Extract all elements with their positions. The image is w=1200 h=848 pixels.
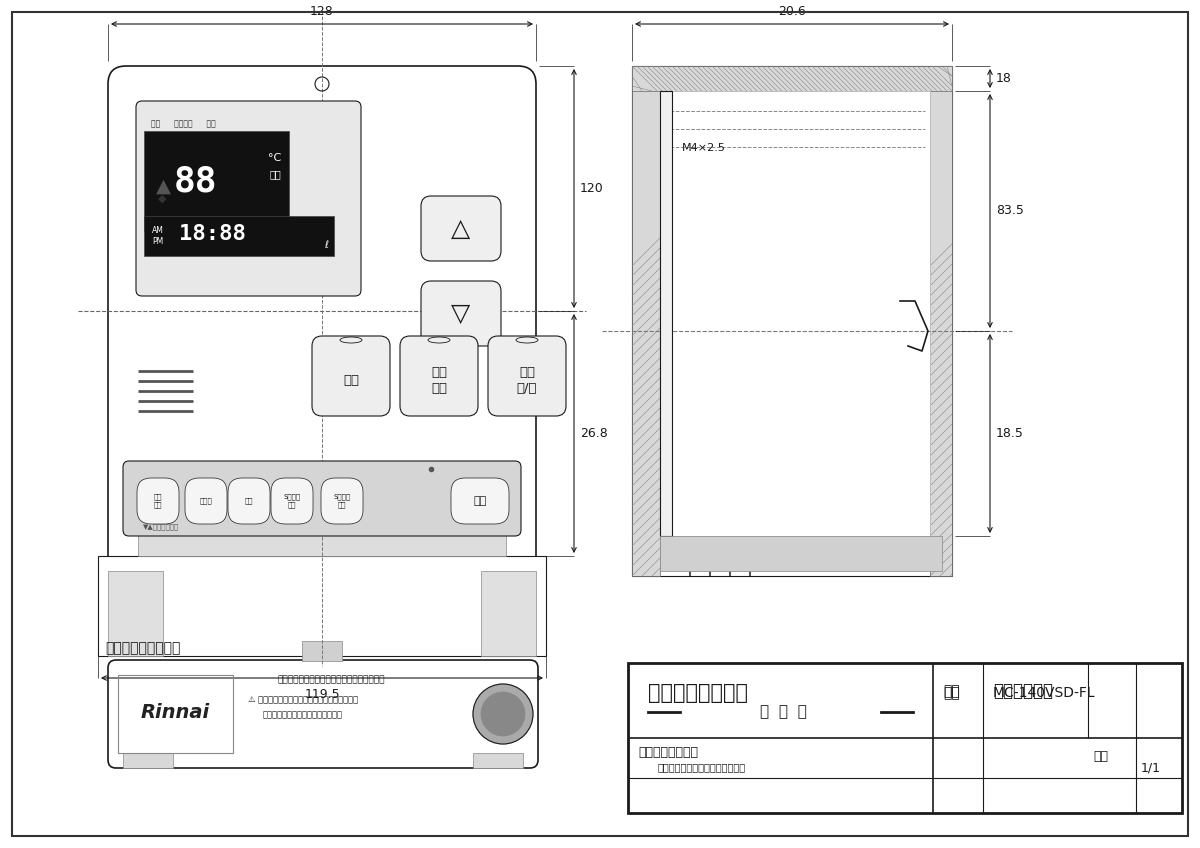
Text: 名古屋市中川区福住町２番２６号: 名古屋市中川区福住町２番２６号 bbox=[658, 762, 746, 772]
Circle shape bbox=[481, 692, 526, 736]
FancyBboxPatch shape bbox=[137, 478, 179, 524]
Text: 83.5: 83.5 bbox=[996, 204, 1024, 217]
Bar bbox=[302, 641, 342, 661]
Text: 運転
入/切: 運転 入/切 bbox=[517, 366, 538, 395]
FancyBboxPatch shape bbox=[488, 336, 566, 416]
Text: MC-140VSD-FL: MC-140VSD-FL bbox=[994, 686, 1096, 700]
FancyBboxPatch shape bbox=[228, 478, 270, 524]
Text: お湯
はり: お湯 はり bbox=[431, 366, 446, 395]
Text: 優先   連続予防   高温: 優先 連続予防 高温 bbox=[151, 119, 216, 128]
Bar bbox=[144, 131, 289, 231]
Text: 18:88: 18:88 bbox=[179, 224, 246, 244]
Text: 型式: 型式 bbox=[943, 686, 960, 700]
Text: スイッチカバー表面: スイッチカバー表面 bbox=[106, 641, 180, 655]
Text: AM
PM: AM PM bbox=[152, 226, 164, 246]
Bar bbox=[660, 536, 942, 571]
FancyBboxPatch shape bbox=[136, 101, 361, 296]
Circle shape bbox=[473, 684, 533, 744]
Text: 20.6: 20.6 bbox=[778, 5, 806, 18]
FancyBboxPatch shape bbox=[271, 478, 313, 524]
Text: 時計
合せ: 時計 合せ bbox=[154, 494, 162, 508]
Text: 1/1: 1/1 bbox=[1141, 762, 1162, 774]
Text: ▲: ▲ bbox=[156, 177, 172, 196]
FancyBboxPatch shape bbox=[421, 196, 502, 261]
Bar bbox=[930, 66, 952, 576]
Bar bbox=[632, 66, 952, 576]
Text: 静音: 静音 bbox=[473, 496, 487, 506]
Text: リンナイ株式会社: リンナイ株式会社 bbox=[638, 746, 698, 759]
Text: ℓ: ℓ bbox=[324, 240, 328, 250]
Text: M4×2.5: M4×2.5 bbox=[682, 143, 726, 153]
Bar bbox=[138, 528, 506, 556]
Bar bbox=[108, 571, 163, 656]
Text: 尺度: 尺度 bbox=[1093, 750, 1108, 762]
Bar bbox=[98, 556, 546, 656]
FancyBboxPatch shape bbox=[108, 66, 536, 576]
FancyBboxPatch shape bbox=[421, 281, 502, 346]
Bar bbox=[660, 91, 672, 536]
Bar bbox=[628, 663, 1182, 813]
Text: △: △ bbox=[451, 217, 470, 241]
Text: S湯はり
温度: S湯はり 温度 bbox=[283, 494, 300, 508]
Bar bbox=[672, 91, 930, 536]
Text: °C: °C bbox=[268, 153, 281, 163]
Text: ◆: ◆ bbox=[158, 194, 167, 204]
Text: 取扱説明書をよく読み正しくご使用ください: 取扱説明書をよく読み正しくご使用ください bbox=[278, 675, 385, 684]
FancyBboxPatch shape bbox=[322, 478, 364, 524]
Text: ▼▲ボタンで設定: ▼▲ボタンで設定 bbox=[143, 523, 179, 530]
Text: 名称: 名称 bbox=[943, 684, 960, 698]
Text: 台所リモコン: 台所リモコン bbox=[994, 682, 1054, 700]
Bar bbox=[118, 675, 233, 753]
Text: Rinnai: Rinnai bbox=[140, 702, 210, 722]
Bar bbox=[473, 753, 523, 768]
FancyBboxPatch shape bbox=[400, 336, 478, 416]
Text: 88: 88 bbox=[174, 164, 217, 198]
Bar bbox=[144, 216, 334, 256]
Text: S湯はり
湯量: S湯はり 湯量 bbox=[334, 494, 350, 508]
Bar bbox=[481, 571, 536, 656]
Text: ▽: ▽ bbox=[451, 302, 470, 326]
Text: 119.5: 119.5 bbox=[304, 688, 340, 701]
Bar bbox=[632, 66, 952, 91]
FancyBboxPatch shape bbox=[451, 478, 509, 524]
Bar bbox=[632, 66, 660, 576]
Text: 外  観  図: 外 観 図 bbox=[762, 705, 804, 719]
FancyBboxPatch shape bbox=[124, 461, 521, 536]
FancyBboxPatch shape bbox=[185, 478, 227, 524]
Text: 128: 128 bbox=[310, 5, 334, 18]
Text: の温度を確かめて使用してください: の温度を確かめて使用してください bbox=[263, 710, 343, 719]
Text: ⚠ ヤケど予防のためシャワー・入浴の際はお湯: ⚠ ヤケど予防のためシャワー・入浴の際はお湯 bbox=[248, 695, 358, 704]
Text: 18: 18 bbox=[996, 72, 1012, 85]
Text: ふろ: ふろ bbox=[269, 169, 281, 179]
FancyBboxPatch shape bbox=[108, 660, 538, 768]
Text: 暖房: 暖房 bbox=[343, 375, 359, 388]
Text: 外  観  図: 外 観 図 bbox=[760, 705, 806, 719]
FancyBboxPatch shape bbox=[312, 336, 390, 416]
Text: リンナイ住宅機器: リンナイ住宅機器 bbox=[648, 683, 748, 703]
Text: セーブ: セーブ bbox=[199, 498, 212, 505]
Text: 18.5: 18.5 bbox=[996, 427, 1024, 440]
Text: 120: 120 bbox=[580, 182, 604, 195]
Text: 26.8: 26.8 bbox=[580, 427, 607, 440]
Text: 香量: 香量 bbox=[245, 498, 253, 505]
Bar bbox=[124, 753, 173, 768]
